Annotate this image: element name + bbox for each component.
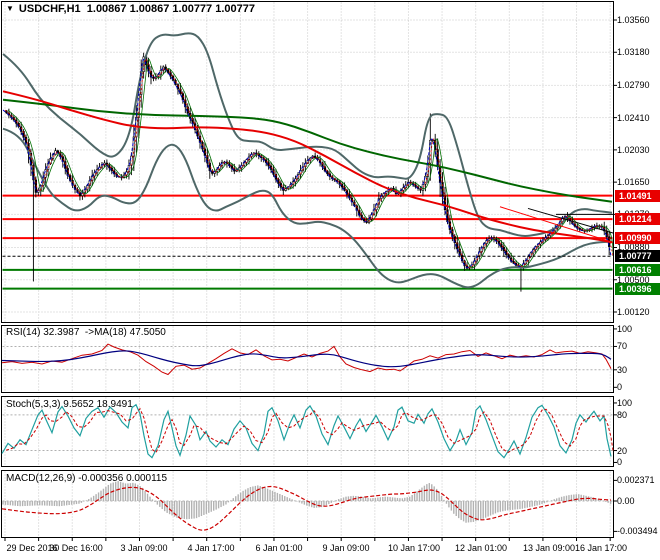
macd-histogram xyxy=(2,481,612,523)
chart-title: ▼ USDCHF,H1 1.00867 1.00867 1.00777 1.007… xyxy=(6,3,255,15)
chart-symbol-period: USDCHF,H1 xyxy=(18,3,81,15)
bollinger-lower-line xyxy=(2,127,613,289)
slow-ma-red-line xyxy=(2,90,613,244)
trendline[interactable] xyxy=(499,206,613,243)
stoch-main-line xyxy=(1,403,612,459)
trendline[interactable] xyxy=(527,207,613,234)
fast-ma-red-line xyxy=(4,58,613,269)
rsi-ma-line xyxy=(1,350,612,368)
symbol-dropdown-icon: ▼ xyxy=(6,4,14,13)
chart-ohlc: 1.00867 1.00867 1.00777 1.00777 xyxy=(80,3,255,15)
rsi-label: RSI(14) 32.3987 ->MA(18) 47.5050 xyxy=(6,327,166,338)
macd-signal-line xyxy=(1,485,612,531)
stoch-label: Stoch(5,3,3) 9.5652 18.9491 xyxy=(6,399,133,410)
macd-label: MACD(12,26,9) -0.000356 0.000115 xyxy=(6,473,168,484)
fast-ma-green-line xyxy=(7,58,613,269)
slow-ma-green-line xyxy=(2,98,613,203)
main-plot[interactable] xyxy=(2,32,614,292)
stoch-signal-line xyxy=(5,407,614,454)
